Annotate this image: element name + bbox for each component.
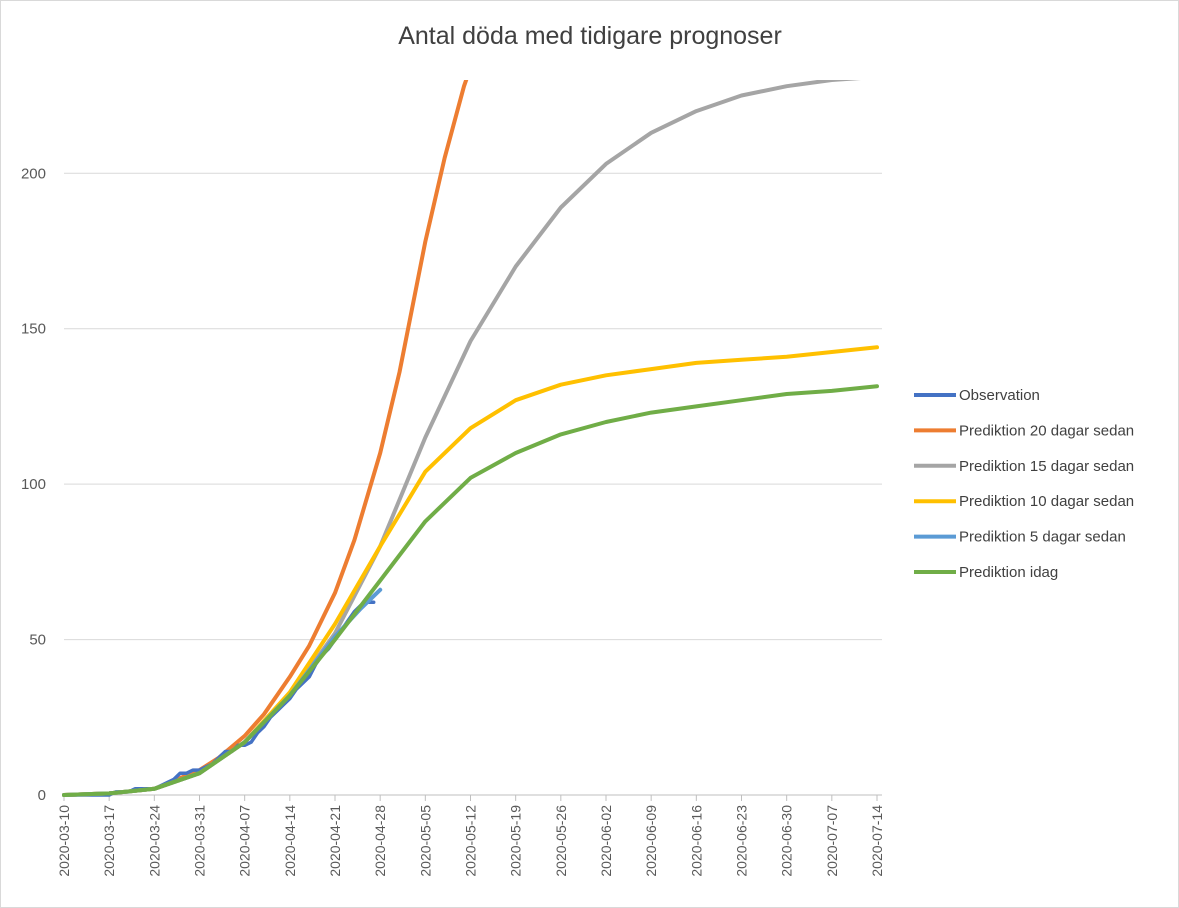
legend-label-prediktion-15-dagar-sedan: Prediktion 15 dagar sedan	[959, 458, 1134, 475]
x-tick-label: 2020-04-28	[372, 805, 388, 877]
series-line-prediktion-15-dagar-sedan	[62, 80, 862, 797]
x-tick-label: 2020-05-05	[417, 805, 433, 877]
legend-label-prediktion-20-dagar-sedan: Prediktion 20 dagar sedan	[959, 422, 1134, 439]
x-tick-label: 2020-05-19	[508, 805, 524, 877]
x-tick-label: 2020-03-10	[56, 805, 72, 877]
x-tick-label: 2020-04-14	[282, 805, 298, 877]
series-line-prediktion-idag	[62, 384, 879, 797]
y-tick-label: 200	[21, 165, 46, 182]
x-tick-label: 2020-05-12	[463, 805, 479, 877]
x-tick-label: 2020-06-16	[688, 805, 704, 877]
y-tick-label: 50	[29, 632, 46, 649]
y-tick-label: 100	[21, 476, 46, 493]
x-tick-label: 2020-06-09	[643, 805, 659, 877]
chart-title: Antal döda med tidigare prognoser	[398, 22, 782, 50]
series-line-prediktion-20-dagar-sedan	[62, 80, 469, 797]
x-tick-label: 2020-03-24	[146, 805, 162, 877]
gridlines	[64, 172, 882, 641]
x-tick-label: 2020-04-07	[237, 805, 253, 877]
y-tick-label: 150	[21, 321, 46, 338]
series-line-observation	[62, 600, 376, 797]
y-axis-ticks: 0 50 100 150 200	[21, 165, 46, 804]
legend: Observation Prediktion 20 dagar sedan Pred…	[914, 387, 1134, 581]
x-tick-label: 2020-07-14	[869, 805, 885, 877]
legend-label-prediktion-idag: Prediktion idag	[959, 564, 1058, 581]
x-tick-label: 2020-05-26	[553, 805, 569, 877]
legend-label-observation: Observation	[959, 387, 1040, 404]
y-tick-label: 0	[38, 787, 46, 804]
x-axis: 2020-03-10 2020-03-17 2020-03-24 2020-03-31…	[56, 794, 885, 877]
x-tick-label: 2020-07-07	[824, 805, 840, 877]
series-line-prediktion-10-dagar-sedan	[62, 345, 879, 797]
series-line-prediktion-5-dagar-sedan	[62, 587, 383, 797]
x-tick-label: 2020-06-30	[779, 805, 795, 877]
x-tick-label: 2020-04-21	[327, 805, 343, 877]
series-lines	[62, 80, 879, 797]
legend-label-prediktion-10-dagar-sedan: Prediktion 10 dagar sedan	[959, 493, 1134, 510]
x-tick-label: 2020-06-02	[598, 805, 614, 877]
legend-label-prediktion-5-dagar-sedan: Prediktion 5 dagar sedan	[959, 529, 1126, 546]
x-tick-label: 2020-03-31	[192, 805, 208, 877]
x-tick-label: 2020-06-23	[734, 805, 750, 877]
x-tick-label: 2020-03-17	[101, 805, 117, 877]
